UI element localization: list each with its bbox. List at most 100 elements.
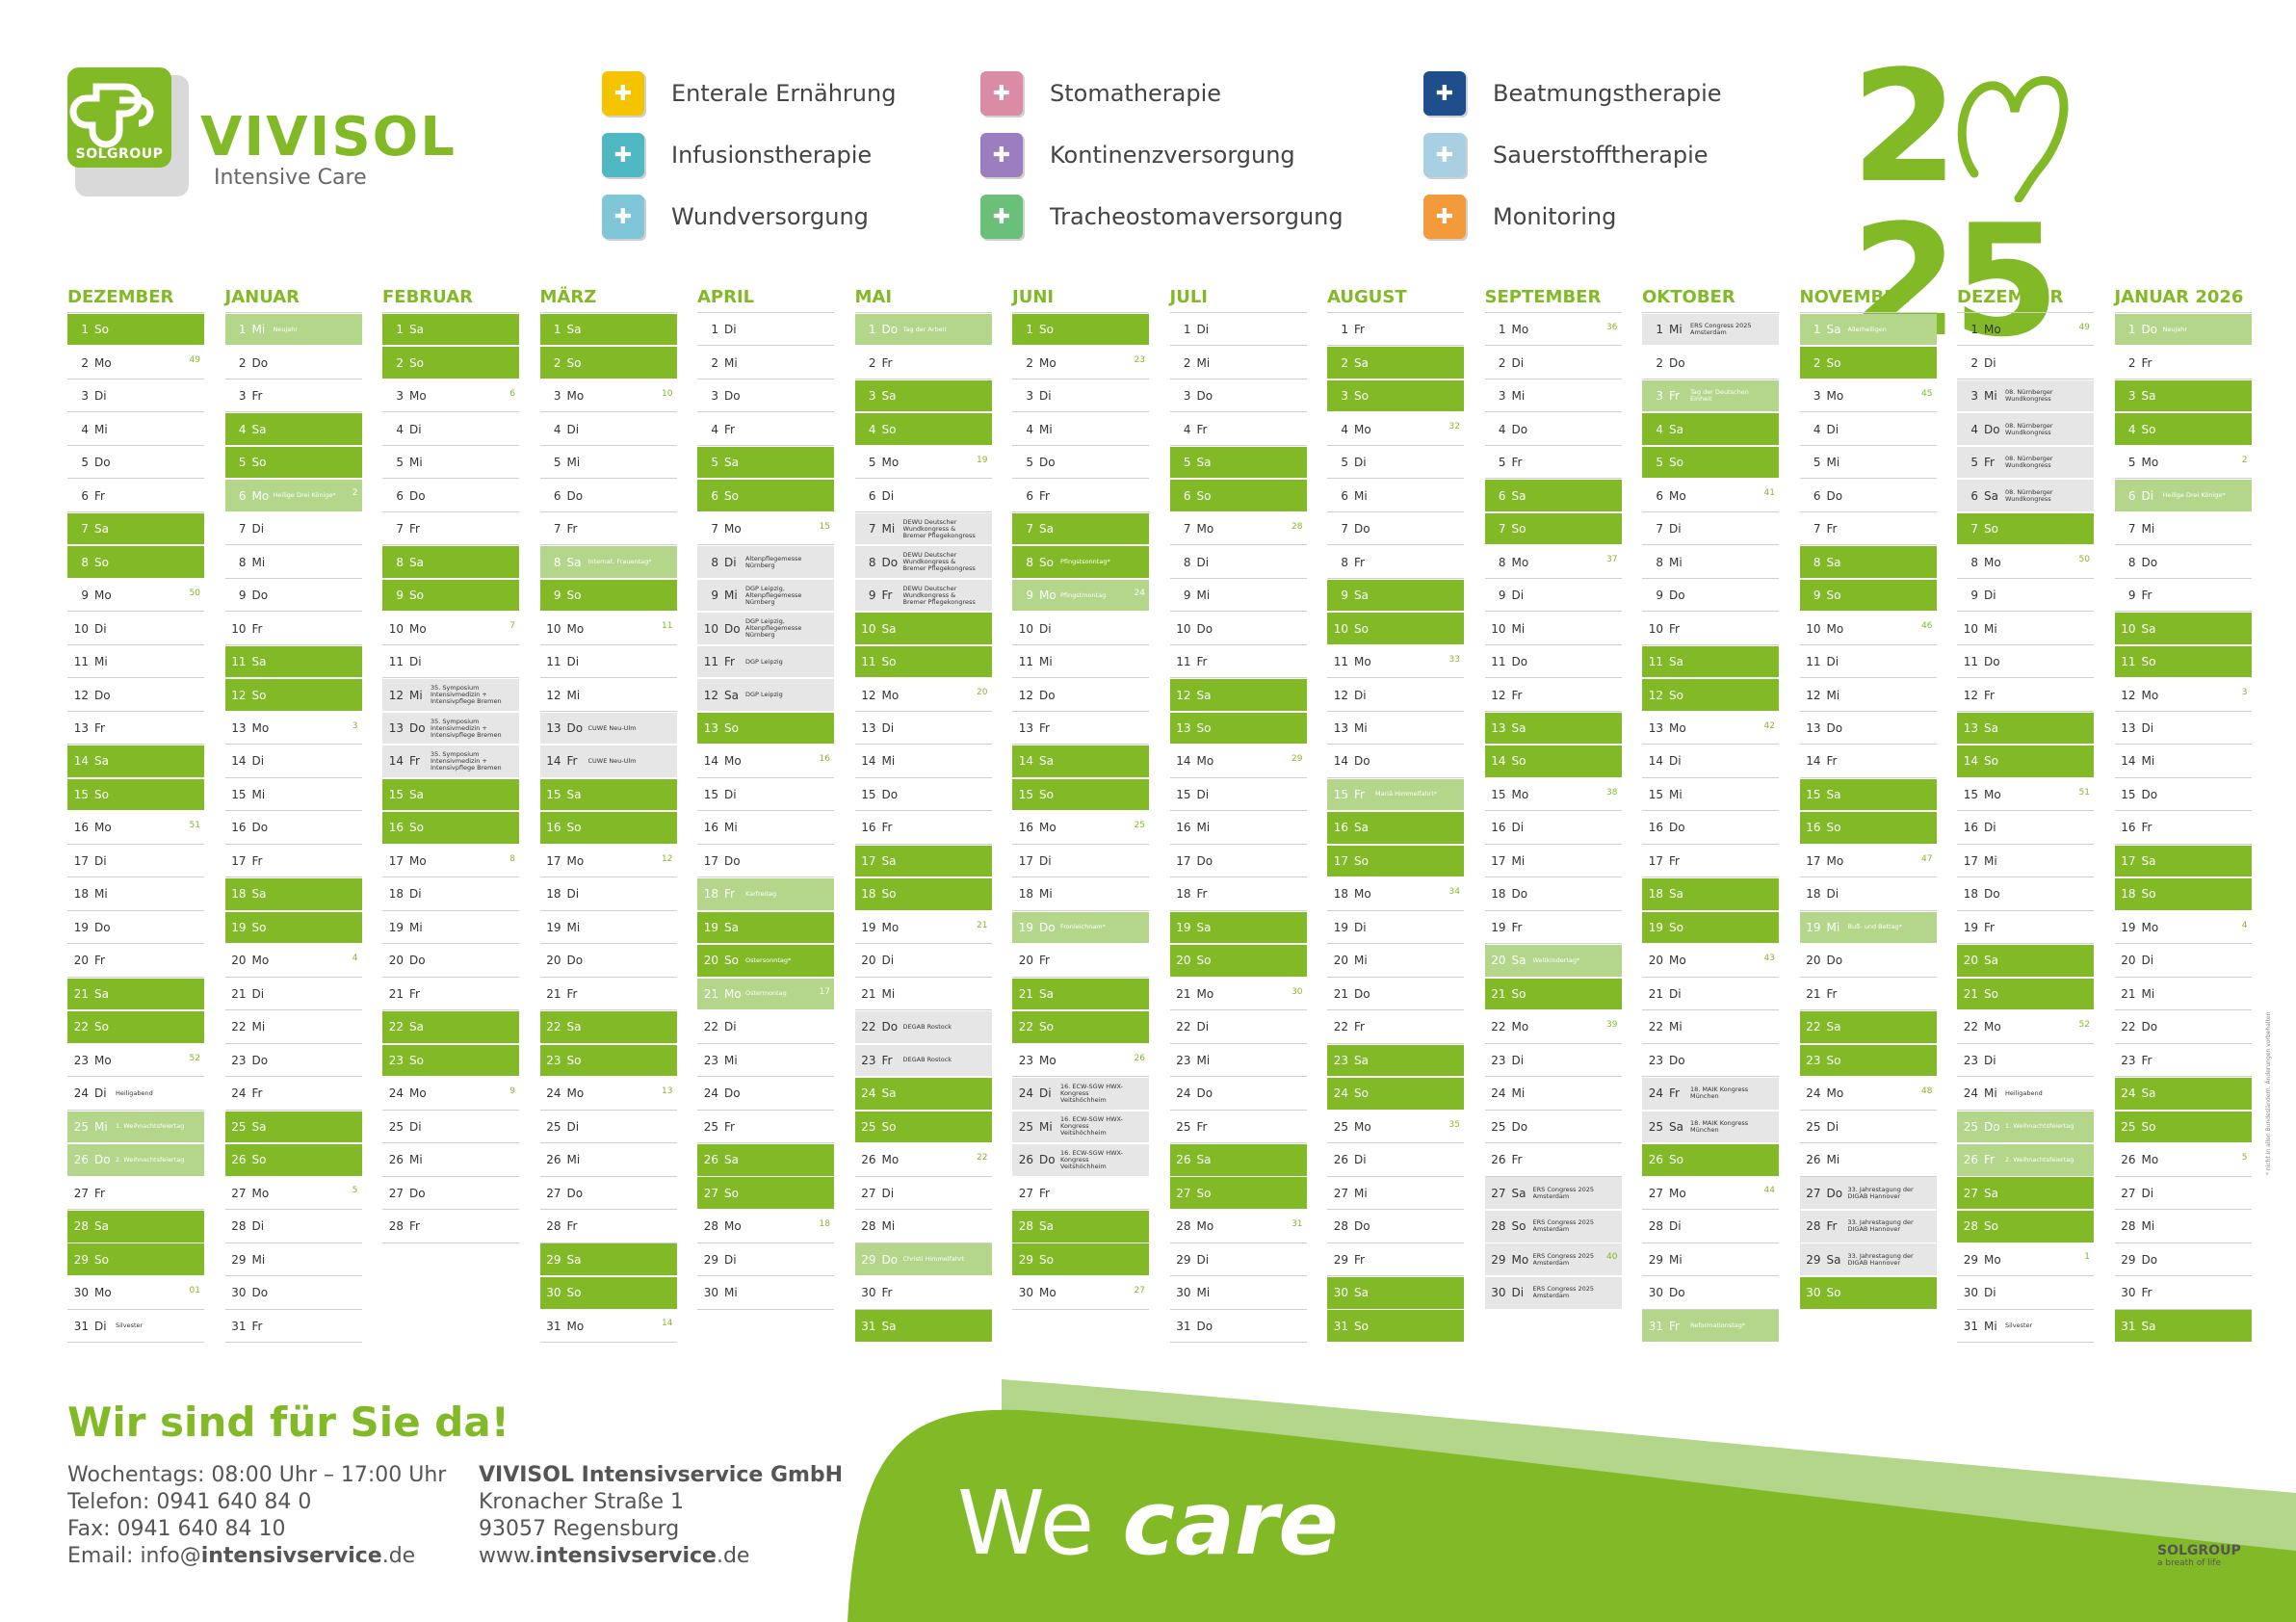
- week-number: 13: [662, 1086, 673, 1097]
- day-row: 8 Sa: [1799, 546, 1937, 579]
- weekday: Mi: [94, 655, 108, 669]
- day-row: 29 So: [1012, 1243, 1149, 1277]
- website-link[interactable]: www.intensivservice.de: [479, 1543, 843, 1570]
- day-row: 13 Do 35. Symposium Intensivmedizin + Inte…: [382, 712, 519, 746]
- weekday: Di: [881, 1186, 895, 1200]
- weekday: Mi: [1511, 621, 1526, 636]
- day-number: 31: [1333, 1319, 1348, 1333]
- weekday: Mo: [881, 1153, 900, 1167]
- weekday: Mo: [566, 621, 585, 636]
- weekday: Mi: [1826, 688, 1840, 702]
- day-row: 13 Di: [854, 713, 992, 746]
- weekday: Fr: [1669, 1319, 1680, 1333]
- day-number: 9: [1813, 589, 1821, 603]
- weekday: Fr: [1039, 954, 1050, 968]
- day-row: 29 Di: [697, 1243, 834, 1277]
- day-number: 6: [2127, 488, 2136, 503]
- weekday: Mi: [251, 555, 266, 569]
- weekday: Mi: [1039, 887, 1053, 902]
- day-note: 2. Weihnachtsfeiertag: [116, 1156, 185, 1164]
- day-row: 21 Di: [224, 979, 362, 1011]
- day-row: 2 So: [1799, 347, 1937, 379]
- weekday: Sa: [1039, 986, 1054, 1001]
- day-row: 11 Fr DGP Leipzig: [697, 645, 834, 679]
- email-suffix: .de: [381, 1544, 416, 1568]
- weekday: Mo: [1669, 488, 1686, 503]
- day-row: 20 Sa: [1957, 945, 2094, 978]
- day-number: 14: [1491, 754, 1506, 769]
- day-row: 3 Fr: [224, 380, 362, 413]
- weekday: Do: [1196, 621, 1213, 636]
- day-note: Reformationstag*: [1690, 1322, 1746, 1330]
- day-row: 7 Mo 15: [697, 513, 834, 546]
- day-number: 20: [1176, 954, 1191, 968]
- day-number: 29: [1491, 1252, 1506, 1267]
- month-title: JULI: [1169, 283, 1307, 313]
- day-number: 11: [1176, 655, 1191, 669]
- day-row: 16 So: [1799, 812, 1937, 845]
- day-number: 9: [2127, 589, 2136, 603]
- day-number: 21: [1491, 986, 1506, 1001]
- weekday: Sa: [1984, 488, 1998, 503]
- weekday: Sa: [566, 555, 582, 569]
- day-row: 6 So: [697, 480, 834, 512]
- day-number: 28: [1648, 1219, 1663, 1234]
- day-number: 2: [1656, 355, 1663, 370]
- day-row: 16 So: [539, 812, 677, 845]
- day-number: 21: [2121, 986, 2136, 1001]
- day-number: 1: [553, 323, 561, 337]
- weekday: Do: [566, 1186, 584, 1200]
- weekday: Do: [724, 621, 741, 636]
- day-row: 18 Mi: [67, 878, 204, 911]
- weekday: Sa: [1196, 920, 1212, 934]
- day-number: 15: [546, 787, 561, 801]
- day-row: 23 Di: [1484, 1045, 1622, 1078]
- web-domain: intensivservice: [535, 1544, 717, 1568]
- day-number: 17: [2121, 853, 2136, 868]
- day-number: 7: [2127, 522, 2136, 536]
- month-title: NOVEMBER: [1799, 283, 1937, 313]
- day-row: 19 So: [1642, 911, 1779, 945]
- day-row: 29 Mi: [224, 1243, 362, 1277]
- day-row: 23 Do: [1642, 1045, 1779, 1078]
- day-row: 3 Di: [67, 380, 204, 413]
- weekday: Sa: [1039, 522, 1054, 536]
- weekday: Fr: [409, 986, 420, 1001]
- day-row: 13 Mo 42: [1642, 713, 1779, 746]
- weekday: Mo: [1196, 1219, 1214, 1234]
- day-number: 17: [861, 853, 876, 868]
- weekday: Sa: [566, 1020, 582, 1034]
- day-number: 13: [703, 721, 718, 735]
- day-row: 11 So: [854, 645, 992, 679]
- day-row: 21 Fr: [382, 979, 519, 1011]
- day-row: 2 Mi: [1169, 347, 1307, 379]
- day-number: 17: [546, 853, 561, 868]
- day-row: 20 Fr: [1012, 945, 1149, 978]
- day-number: 18: [1648, 887, 1663, 902]
- day-number: 24: [73, 1086, 89, 1101]
- day-number: 25: [703, 1119, 718, 1134]
- day-number: 19: [1018, 920, 1033, 934]
- day-row: 17 Sa: [2114, 845, 2252, 878]
- footnote: * nicht in allen Bundesländern. Änderung…: [2265, 1011, 2272, 1175]
- weekday: Di: [1984, 1286, 1996, 1300]
- day-number: 29: [1648, 1252, 1663, 1267]
- day-row: 30 Di: [1957, 1277, 2094, 1310]
- day-number: 14: [1176, 754, 1191, 769]
- day-number: 28: [73, 1219, 89, 1234]
- day-row: 18 So: [854, 878, 992, 911]
- month-title: DEZEMBER: [1957, 283, 2094, 313]
- day-number: 14: [1018, 754, 1033, 769]
- day-row: 10 Mi: [1957, 613, 2094, 645]
- weekday: Do: [1511, 422, 1528, 436]
- day-row: 20 Do: [539, 945, 677, 978]
- day-row: 26 Mi: [539, 1144, 677, 1177]
- day-number: 11: [1491, 655, 1506, 669]
- email-link[interactable]: Email: info@intensivservice.de: [67, 1543, 446, 1570]
- day-number: 1: [1498, 323, 1506, 337]
- weekday: Mo: [1984, 323, 2001, 337]
- day-row: 3 Do: [697, 380, 834, 413]
- phone-number[interactable]: Telefon: 0941 640 84 0: [67, 1490, 312, 1514]
- day-row: 30 Mi: [697, 1277, 834, 1310]
- weekday: Di: [1826, 655, 1839, 669]
